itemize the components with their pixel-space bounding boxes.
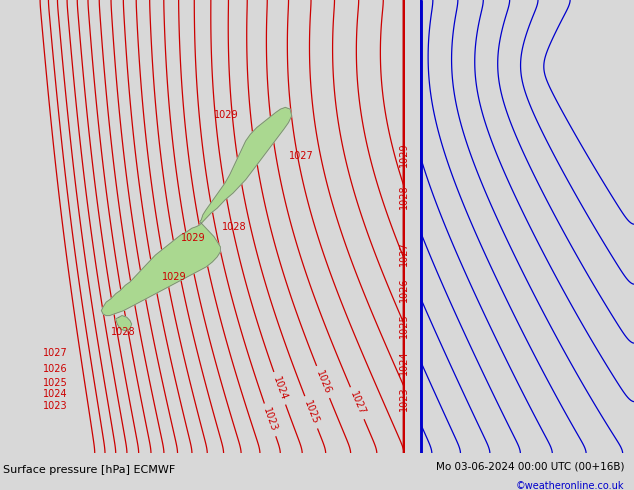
Text: 1028: 1028: [112, 327, 136, 338]
Text: 1028: 1028: [223, 221, 247, 232]
Polygon shape: [200, 107, 292, 223]
Text: 1029: 1029: [214, 110, 239, 120]
Text: 1024: 1024: [43, 390, 68, 399]
Text: 1027: 1027: [43, 347, 68, 358]
Text: 1029: 1029: [399, 142, 408, 167]
Text: 1025: 1025: [43, 378, 68, 388]
Text: 1023: 1023: [261, 407, 279, 433]
Polygon shape: [101, 223, 221, 316]
Text: 1024: 1024: [399, 350, 408, 375]
Text: 1026: 1026: [399, 277, 408, 302]
Text: 1025: 1025: [302, 399, 320, 426]
Text: 1026: 1026: [314, 368, 332, 395]
Text: Mo 03-06-2024 00:00 UTC (00+16B): Mo 03-06-2024 00:00 UTC (00+16B): [436, 461, 624, 471]
Text: Surface pressure [hPa] ECMWF: Surface pressure [hPa] ECMWF: [3, 465, 176, 475]
Text: 1029: 1029: [181, 233, 205, 244]
Text: 1029: 1029: [162, 272, 186, 282]
Text: 1026: 1026: [43, 364, 68, 374]
Text: ©weatheronline.co.uk: ©weatheronline.co.uk: [516, 481, 624, 490]
Text: 1027: 1027: [348, 390, 366, 416]
Text: 1023: 1023: [43, 401, 68, 411]
Text: 1023: 1023: [399, 387, 408, 411]
Text: 1025: 1025: [399, 314, 408, 338]
Text: 1027: 1027: [288, 151, 314, 161]
Text: 1024: 1024: [271, 375, 288, 402]
Text: 1028: 1028: [399, 185, 408, 209]
Text: 1027: 1027: [399, 241, 408, 266]
Polygon shape: [116, 316, 132, 331]
